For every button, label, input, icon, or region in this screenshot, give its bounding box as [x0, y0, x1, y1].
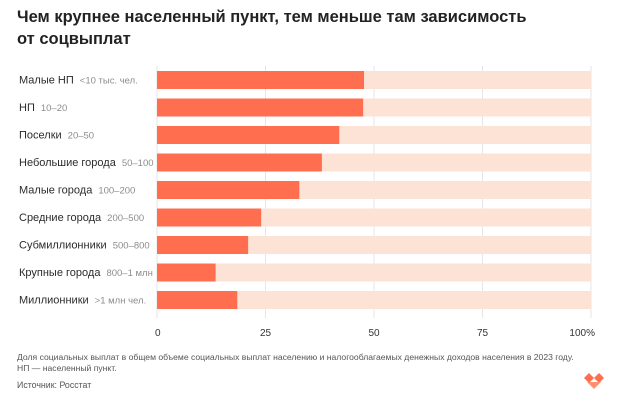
category-label: НП	[19, 102, 35, 114]
bar-track	[157, 236, 591, 254]
x-tick-label: 25	[260, 328, 272, 339]
chart-title: Чем крупнее населенный пункт, тем меньше…	[17, 6, 607, 50]
category-range: 10–20	[41, 103, 67, 114]
category-label: Средние города	[19, 212, 102, 224]
chart-title-line-1: Чем крупнее населенный пункт, тем меньше…	[17, 8, 527, 26]
bar-chart: Малые НП <10 тыс. чел. НП 10–20 Поселки 20–50…	[19, 66, 595, 339]
category-range: >1 млн чел.	[95, 296, 147, 307]
category-range: 500–800	[113, 241, 150, 252]
bar-track	[157, 263, 591, 282]
x-tick-label: 50	[368, 328, 380, 339]
bar	[157, 291, 238, 309]
category-label: Малые города	[19, 185, 93, 197]
footnote-line-2: НП — населенный пункт.	[17, 363, 117, 373]
bar	[157, 236, 249, 254]
bar	[157, 208, 262, 227]
source-note: Источник: Росстат	[17, 380, 92, 390]
category-range: 100–200	[98, 186, 135, 197]
category-label: Миллионники	[19, 295, 89, 307]
category-label: Поселки	[19, 130, 62, 142]
bar-track	[157, 291, 591, 309]
bar	[157, 71, 365, 89]
category-label: Крупные города	[19, 267, 101, 279]
bar	[157, 98, 364, 117]
brand-logo-icon	[584, 373, 604, 389]
category-range: 20–50	[68, 131, 94, 142]
category-range: 800–1 млн	[106, 268, 152, 279]
category-label: Небольшие города	[19, 157, 117, 169]
chart-title-line-2: от соцвыплат	[17, 30, 131, 48]
bar-track	[157, 208, 591, 227]
x-tick-label: 100%	[569, 328, 595, 339]
category-range: 200–500	[107, 213, 144, 224]
category-label: Субмиллионники	[19, 240, 107, 252]
x-tick-label: 0	[155, 328, 161, 339]
x-tick-label: 75	[477, 328, 489, 339]
category-range: <10 тыс. чел.	[80, 76, 138, 87]
bar	[157, 181, 300, 199]
footnote-line-1: Доля социальных выплат в общем объеме со…	[17, 352, 574, 362]
category-label: Малые НП	[19, 75, 74, 87]
bar	[157, 263, 216, 282]
bar	[157, 126, 340, 144]
footnote: Доля социальных выплат в общем объеме со…	[17, 352, 607, 374]
category-range: 50–100	[122, 158, 154, 169]
bar	[157, 153, 322, 172]
